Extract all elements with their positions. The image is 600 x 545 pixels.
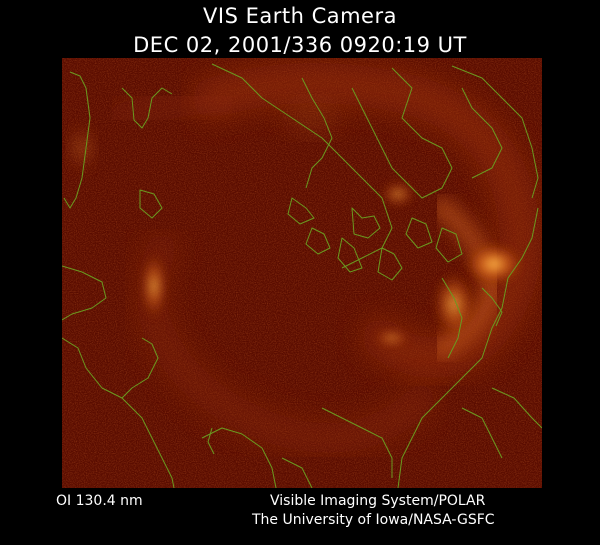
coastlines (62, 63, 542, 488)
image-title: VIS Earth Camera (203, 4, 397, 28)
aurora-bright-spots (68, 98, 524, 348)
instrument-credit: Visible Imaging System/POLAR (270, 493, 486, 509)
institution-credit: The University of Iowa/NASA-GSFC (252, 512, 495, 528)
filter-wavelength-label: OI 130.4 nm (56, 493, 143, 509)
auroral-image-canvas (62, 58, 542, 488)
auroral-image (62, 58, 542, 488)
image-timestamp: DEC 02, 2001/336 0920:19 UT (133, 33, 467, 57)
